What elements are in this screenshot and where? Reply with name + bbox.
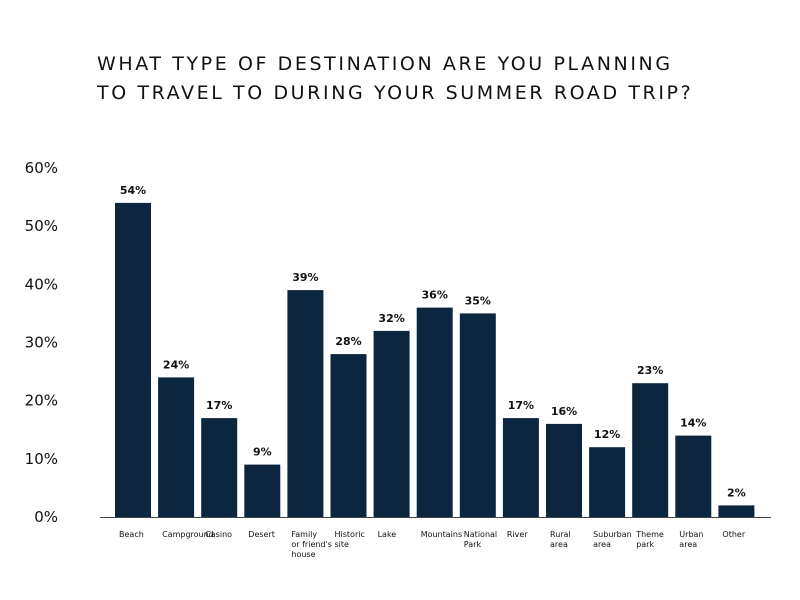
x-tick-label-line: Historic bbox=[335, 530, 365, 539]
bar-value-label: 14% bbox=[680, 417, 706, 430]
bar bbox=[546, 423, 582, 517]
x-tick-label-line: house bbox=[291, 550, 315, 559]
x-tick-label: Family or friend's house bbox=[291, 530, 332, 559]
bar-value-label: 28% bbox=[335, 335, 361, 348]
bar-value-label: 17% bbox=[206, 399, 232, 412]
bar bbox=[201, 418, 238, 517]
bar bbox=[287, 290, 324, 517]
y-tick-label: 30% bbox=[25, 334, 58, 352]
bar-value-label: 16% bbox=[551, 405, 577, 418]
x-tick-label-line: Urban bbox=[679, 530, 703, 539]
bar bbox=[589, 447, 626, 517]
x-tick-label-line: area bbox=[550, 540, 568, 549]
bar bbox=[244, 464, 281, 517]
x-tick-label-line: or friend's bbox=[291, 540, 332, 549]
bar bbox=[675, 435, 712, 517]
bar-value-label: 35% bbox=[465, 294, 491, 307]
y-tick-label: 60% bbox=[25, 159, 58, 177]
bar-value-label: 36% bbox=[422, 289, 448, 302]
bar-value-label: 54% bbox=[120, 184, 146, 197]
x-tick-label-line: Casino bbox=[205, 530, 232, 539]
y-tick-label: 0% bbox=[34, 508, 58, 526]
x-tick-label: Rural area bbox=[550, 530, 571, 549]
x-tick-label-line: Suburban bbox=[593, 530, 632, 539]
x-tick-label: Theme park bbox=[635, 530, 664, 549]
x-tick-label-line: Campground bbox=[162, 530, 214, 539]
chart-title: WHAT TYPE OF DESTINATION ARE YOU PLANNIN… bbox=[97, 50, 777, 108]
bar bbox=[459, 313, 496, 517]
x-tick-label-line: Family bbox=[291, 530, 317, 539]
bar bbox=[373, 330, 410, 517]
x-tick-label-line: River bbox=[507, 530, 528, 539]
x-tick-label-line: Rural bbox=[550, 530, 571, 539]
x-tick-label-line: Other bbox=[722, 530, 745, 539]
bar-value-label: 2% bbox=[727, 486, 746, 499]
x-tick-label: Desert bbox=[248, 530, 275, 539]
x-tick-label-line: area bbox=[679, 540, 697, 549]
bar-value-label: 23% bbox=[637, 364, 663, 377]
bar-value-label: 24% bbox=[163, 358, 189, 371]
bar-value-label: 9% bbox=[253, 446, 272, 459]
x-tick-label: National Park bbox=[464, 530, 497, 549]
x-tick-label-line: park bbox=[636, 540, 654, 549]
bar-value-label: 39% bbox=[292, 271, 318, 284]
bar bbox=[718, 505, 755, 517]
bar bbox=[632, 383, 669, 517]
y-tick-label: 10% bbox=[25, 450, 58, 468]
bar bbox=[330, 354, 367, 517]
chart-title-line-2: TO TRAVEL TO DURING YOUR SUMMER ROAD TRI… bbox=[97, 82, 694, 104]
x-tick-label: Mountains bbox=[421, 530, 462, 539]
chart-title-line-1: WHAT TYPE OF DESTINATION ARE YOU PLANNIN… bbox=[97, 53, 673, 75]
x-tick-label: Urban area bbox=[679, 530, 703, 549]
bar-value-label: 12% bbox=[594, 428, 620, 441]
bar bbox=[158, 377, 195, 517]
x-tick-label: Lake bbox=[378, 530, 397, 539]
x-tick-label: Historic site bbox=[335, 530, 365, 549]
x-tick-label-line: Beach bbox=[119, 530, 144, 539]
x-tick-label: River bbox=[507, 530, 528, 539]
y-tick-label: 20% bbox=[25, 392, 58, 410]
x-tick-label-line: Lake bbox=[378, 530, 397, 539]
x-tick-label: Casino bbox=[205, 530, 232, 539]
y-tick-label: 50% bbox=[25, 217, 58, 235]
x-tick-label-line: Park bbox=[464, 540, 482, 549]
x-tick-label-line: Mountains bbox=[421, 530, 462, 539]
bar-value-label: 17% bbox=[508, 399, 534, 412]
x-tick-label: Campground bbox=[162, 530, 214, 539]
x-tick-label: Other bbox=[722, 530, 745, 539]
bar bbox=[416, 307, 453, 517]
x-tick-label-line: site bbox=[335, 540, 350, 549]
x-tick-label-line: National bbox=[464, 530, 497, 539]
bar bbox=[115, 202, 151, 517]
x-tick-label-line: area bbox=[593, 540, 611, 549]
bar-value-label: 32% bbox=[378, 312, 404, 325]
x-tick-label-line: Theme bbox=[635, 530, 664, 539]
x-tick-label-line: Desert bbox=[248, 530, 275, 539]
x-tick-label: Suburban area bbox=[593, 530, 632, 549]
bar bbox=[502, 418, 539, 517]
y-tick-label: 40% bbox=[25, 275, 58, 293]
x-tick-label: Beach bbox=[119, 530, 144, 539]
